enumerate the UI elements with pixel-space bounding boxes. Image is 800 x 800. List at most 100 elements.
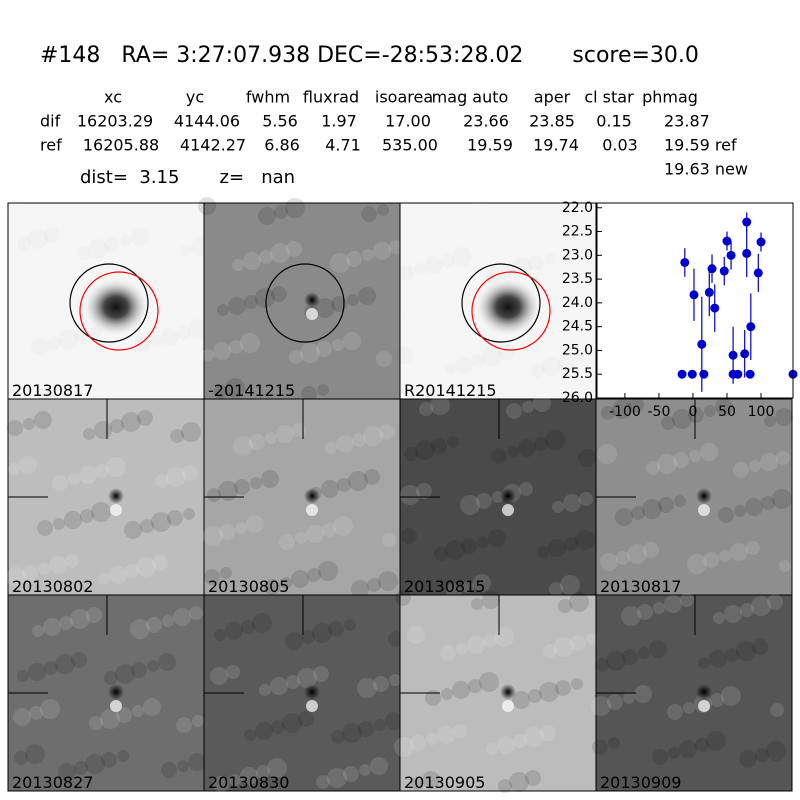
noise [776,451,790,465]
noise [31,338,49,356]
noise [14,751,28,765]
noise [295,532,307,544]
noise [608,737,620,749]
noise [306,525,324,543]
noise [606,651,626,671]
noise [543,644,557,658]
noise [483,634,497,648]
stamp-label: 20130817 [12,381,93,400]
noise [229,774,241,786]
noise [104,671,118,685]
stamp-label: 20130830 [208,773,289,792]
point [689,290,699,300]
noise [25,744,45,764]
source [696,488,712,504]
noise [229,340,243,354]
noise [649,640,667,658]
noise [634,685,652,703]
noise [115,664,135,684]
noise [695,738,709,752]
point [745,369,755,379]
column-header: mag auto [432,88,509,107]
noise [258,207,276,225]
noise [95,464,109,478]
noise [525,770,541,786]
noise [271,286,287,302]
noise [367,578,381,592]
noise [351,580,369,598]
noise [775,408,793,426]
title: #148 RA= 3:27:07.938 DEC=-28:53:28.02 sc… [40,43,699,68]
noise [286,241,302,257]
noise [719,550,731,562]
noise [101,752,117,768]
plot-area [597,203,793,398]
noise [161,762,177,778]
noise [250,477,262,489]
table-cell: 535.00 [382,136,438,155]
noise [104,237,120,253]
noise [22,565,38,581]
point [726,250,736,260]
y-tick-label: 23.0 [562,247,593,263]
noise [192,715,204,727]
noise [252,613,272,633]
ref-circle [461,263,541,343]
noise [434,547,448,561]
noise [316,775,330,789]
noise [689,450,701,462]
noise [767,594,783,610]
noise [232,259,244,271]
y-tick-label: 24.5 [562,319,593,335]
noise [246,515,264,533]
x-tick-label: -50 [647,404,670,420]
noise [429,218,441,230]
noise [715,398,733,416]
noise [225,622,243,640]
noise [23,418,35,430]
noise [488,529,506,547]
noise [455,356,473,374]
source [304,292,320,308]
point [710,303,720,313]
noise [413,220,429,236]
noise [528,255,544,271]
y-tick-label: 24.0 [562,295,593,311]
noise [198,197,216,215]
noise [140,519,154,533]
noise [491,448,507,464]
noise [285,198,305,218]
noise [270,243,290,263]
column-header: isoarea [375,88,433,107]
noise [377,204,389,216]
noise [146,373,164,391]
noise [398,265,414,281]
noise [307,568,321,582]
noise [83,428,95,440]
noise [534,437,548,451]
noise [220,567,232,579]
noise [578,449,596,467]
source [82,277,150,337]
noise [80,509,94,523]
noise [395,346,413,364]
noise [545,430,565,450]
noise [586,633,598,645]
noise [440,645,456,661]
noise [189,606,203,620]
noise [71,652,87,668]
noise [132,705,144,717]
noise [623,692,635,704]
noise [394,737,414,757]
stamp-label: 20130815 [404,577,485,596]
noise [150,335,162,347]
column-header: aper [534,88,571,107]
residual [502,700,514,712]
noise [321,480,339,498]
noise [259,250,273,264]
noise [643,542,659,558]
noise [528,689,542,703]
noise [430,395,450,415]
noise [347,294,359,306]
stamp-label: 20130905 [404,773,485,792]
